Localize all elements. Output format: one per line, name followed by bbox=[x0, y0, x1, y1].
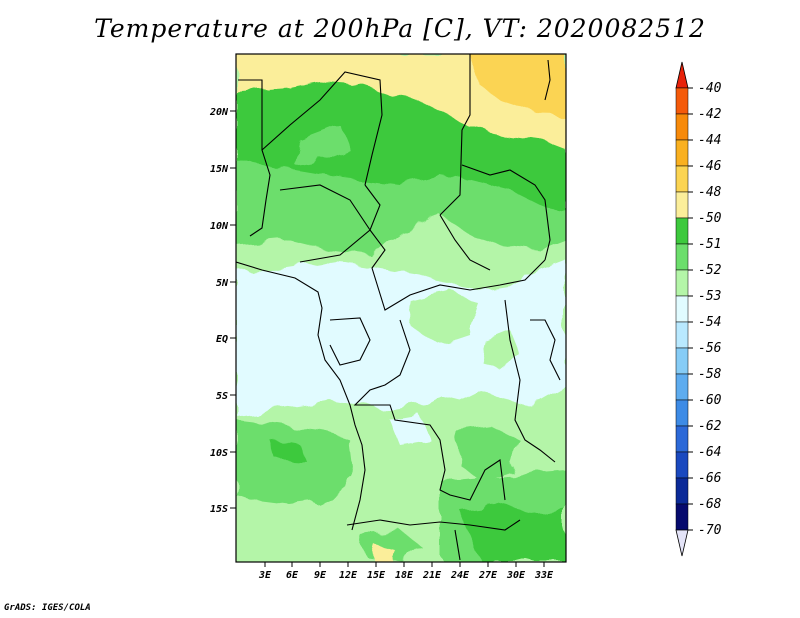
temperature-field bbox=[236, 54, 566, 562]
colorbar-level-label: -51 bbox=[698, 237, 721, 252]
colorbar-swatch bbox=[675, 321, 689, 349]
colorbar-level-label: -58 bbox=[698, 367, 722, 382]
lon-label: 3E bbox=[258, 570, 272, 581]
lon-label: 6E bbox=[286, 570, 299, 581]
colorbar-bottom-cap bbox=[675, 529, 689, 557]
colorbar-top-cap bbox=[675, 61, 689, 89]
lon-label: 15E bbox=[367, 570, 386, 581]
lon-label: 30E bbox=[506, 570, 526, 581]
colorbar-swatch bbox=[675, 139, 689, 167]
colorbar-level-label: -66 bbox=[698, 471, 722, 486]
lat-label: 10S bbox=[210, 448, 228, 459]
colorbar-swatch bbox=[675, 373, 689, 401]
colorbar-level-label: -68 bbox=[698, 497, 722, 512]
credit-label: GrADS: IGES/COLA bbox=[4, 603, 91, 613]
colorbar-swatch bbox=[675, 217, 689, 245]
map-title: Temperature at 200hPa [C], VT: 202008251… bbox=[94, 14, 706, 43]
colorbar-level-label: -42 bbox=[698, 107, 722, 122]
colorbar-level-label: -64 bbox=[698, 445, 721, 460]
lon-label: 9E bbox=[314, 570, 327, 581]
lon-label: 24E bbox=[450, 570, 470, 581]
longitude-axis: 3E 6E 9E 12E 15E 18E 21E 24E 27E 30E 33E bbox=[258, 562, 554, 581]
colorbar-level-label: -62 bbox=[698, 419, 722, 434]
lat-label: 5S bbox=[216, 391, 228, 402]
lon-label: 21E bbox=[422, 570, 442, 581]
colorbar-swatch bbox=[675, 477, 689, 505]
map-frame bbox=[235, 53, 567, 563]
colorbar-swatch bbox=[675, 295, 689, 323]
lat-label: 5N bbox=[216, 278, 229, 289]
colorbar-level-label: -53 bbox=[698, 289, 721, 304]
colorbar-swatch bbox=[675, 399, 689, 427]
colorbar-swatch bbox=[675, 165, 689, 193]
colorbar-level-label: -60 bbox=[698, 393, 722, 408]
colorbar-level-label: -46 bbox=[698, 159, 722, 174]
colorbar-swatch bbox=[675, 451, 689, 479]
lat-label: 15S bbox=[210, 504, 228, 515]
colorbar-level-label: -56 bbox=[698, 341, 722, 356]
colorbar-swatch bbox=[675, 87, 689, 115]
lon-label: 12E bbox=[339, 570, 358, 581]
colorbar-level-label: -48 bbox=[698, 185, 722, 200]
colorbar-swatch bbox=[675, 113, 689, 141]
country-boundaries bbox=[236, 54, 561, 561]
lon-label: 33E bbox=[534, 570, 554, 581]
colorbar-swatch bbox=[675, 269, 689, 297]
colorbar-swatch bbox=[675, 425, 689, 453]
colorbar-swatch bbox=[675, 243, 689, 271]
colorbar: -40 -42 -44 -46 -48 -50 -51 -52 -53 -54 -56 -58 -60 -… bbox=[675, 61, 722, 557]
colorbar-level-label: -50 bbox=[698, 211, 722, 226]
colorbar-level-label: -52 bbox=[698, 263, 722, 278]
colorbar-swatch bbox=[675, 347, 689, 375]
lon-label: 27E bbox=[478, 570, 498, 581]
lon-label: 18E bbox=[395, 570, 414, 581]
colorbar-level-label: -44 bbox=[698, 133, 721, 148]
colorbar-swatch bbox=[675, 191, 689, 219]
colorbar-level-label: -40 bbox=[698, 81, 722, 96]
lat-label: 20N bbox=[209, 107, 229, 118]
lat-label: EQ bbox=[216, 334, 228, 345]
colorbar-level-label: -54 bbox=[698, 315, 721, 330]
colorbar-swatch bbox=[675, 503, 689, 531]
latitude-axis: 20N 15N 10N 5N EQ 5S 10S 15S bbox=[209, 107, 236, 515]
colorbar-level-label: -70 bbox=[698, 523, 722, 538]
lat-label: 15N bbox=[210, 164, 229, 175]
lat-label: 10N bbox=[210, 221, 229, 232]
